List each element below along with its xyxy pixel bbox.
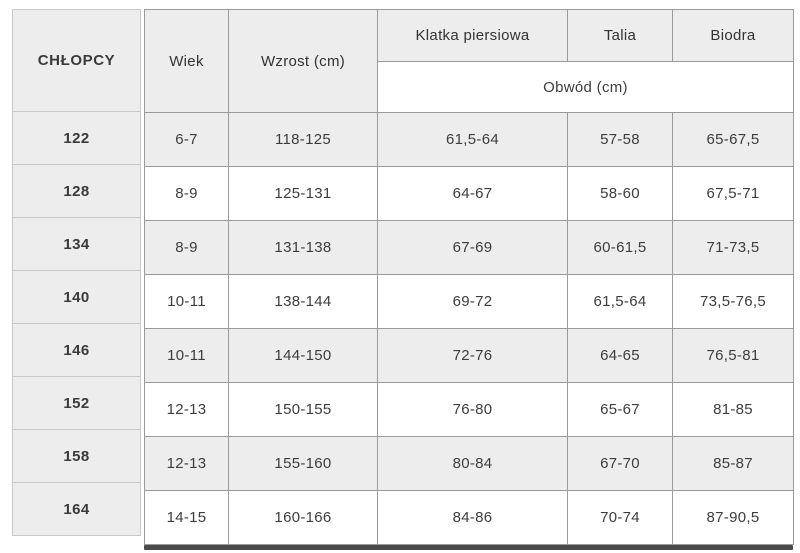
talia-cell: 61,5-64	[567, 274, 673, 329]
measurements-table: Wiek Wzrost (cm) Klatka piersiowa Talia …	[144, 9, 794, 545]
talia-cell: 65-67	[567, 382, 673, 437]
klatka-cell: 64-67	[377, 166, 568, 221]
wiek-cell: 10-11	[144, 274, 229, 329]
talia-cell: 64-65	[567, 328, 673, 383]
frozen-size-column: CHŁOPCY 122 128 134 140 146 152 158 164	[12, 9, 141, 536]
subheader-obwod: Obwód (cm)	[377, 61, 794, 113]
klatka-cell: 69-72	[377, 274, 568, 329]
column-header-talia: Talia	[567, 9, 673, 62]
subheader-row: Obwód (cm)	[145, 61, 794, 113]
size-cell: 146	[12, 323, 141, 377]
talia-cell: 70-74	[567, 490, 673, 545]
wzrost-cell: 155-160	[228, 436, 378, 491]
table-row: 8-9 131-138 67-69 60-61,5 71-73,5	[144, 220, 794, 275]
wzrost-cell: 118-125	[228, 112, 378, 167]
size-cell: 134	[12, 217, 141, 271]
biodra-cell: 71-73,5	[672, 220, 794, 275]
column-header-wiek: Wiek	[144, 9, 229, 113]
klatka-cell: 67-69	[377, 220, 568, 275]
biodra-cell: 87-90,5	[672, 490, 794, 545]
biodra-cell: 76,5-81	[672, 328, 794, 383]
biodra-cell: 81-85	[672, 382, 794, 437]
wiek-cell: 12-13	[144, 436, 229, 491]
wzrost-cell: 125-131	[228, 166, 378, 221]
klatka-cell: 84-86	[377, 490, 568, 545]
column-header-chlopcy: CHŁOPCY	[12, 9, 141, 112]
horizontal-scrollbar[interactable]	[144, 545, 793, 550]
wzrost-cell: 160-166	[228, 490, 378, 545]
talia-cell: 57-58	[567, 112, 673, 167]
talia-cell: 60-61,5	[567, 220, 673, 275]
size-cell: 164	[12, 482, 141, 536]
klatka-cell: 72-76	[377, 328, 568, 383]
table-row: 6-7 118-125 61,5-64 57-58 65-67,5	[144, 112, 794, 167]
biodra-cell: 85-87	[672, 436, 794, 491]
measurements-table-area: Wiek Wzrost (cm) Klatka piersiowa Talia …	[144, 9, 794, 550]
wzrost-cell: 131-138	[228, 220, 378, 275]
biodra-cell: 65-67,5	[672, 112, 794, 167]
wzrost-cell: 144-150	[228, 328, 378, 383]
wzrost-cell: 150-155	[228, 382, 378, 437]
talia-cell: 67-70	[567, 436, 673, 491]
wiek-cell: 8-9	[144, 220, 229, 275]
klatka-cell: 76-80	[377, 382, 568, 437]
column-header-biodra: Biodra	[672, 9, 794, 62]
wiek-cell: 6-7	[144, 112, 229, 167]
size-cell: 140	[12, 270, 141, 324]
talia-cell: 58-60	[567, 166, 673, 221]
table-row: 10-11 138-144 69-72 61,5-64 73,5-76,5	[144, 274, 794, 329]
biodra-cell: 67,5-71	[672, 166, 794, 221]
size-cell: 158	[12, 429, 141, 483]
header-row: Wiek Wzrost (cm) Klatka piersiowa Talia …	[144, 9, 794, 113]
column-header-wzrost: Wzrost (cm)	[228, 9, 378, 113]
wiek-cell: 10-11	[144, 328, 229, 383]
size-cell: 122	[12, 111, 141, 165]
table-row: 10-11 144-150 72-76 64-65 76,5-81	[144, 328, 794, 383]
table-row: 8-9 125-131 64-67 58-60 67,5-71	[144, 166, 794, 221]
biodra-cell: 73,5-76,5	[672, 274, 794, 329]
wiek-cell: 14-15	[144, 490, 229, 545]
wzrost-cell: 138-144	[228, 274, 378, 329]
table-row: 12-13 155-160 80-84 67-70 85-87	[144, 436, 794, 491]
size-cell: 152	[12, 376, 141, 430]
klatka-cell: 80-84	[377, 436, 568, 491]
wiek-cell: 8-9	[144, 166, 229, 221]
table-row: 14-15 160-166 84-86 70-74 87-90,5	[144, 490, 794, 545]
column-header-klatka-piersiowa: Klatka piersiowa	[377, 9, 568, 62]
table-row: 12-13 150-155 76-80 65-67 81-85	[144, 382, 794, 437]
klatka-cell: 61,5-64	[377, 112, 568, 167]
wiek-cell: 12-13	[144, 382, 229, 437]
size-cell: 128	[12, 164, 141, 218]
